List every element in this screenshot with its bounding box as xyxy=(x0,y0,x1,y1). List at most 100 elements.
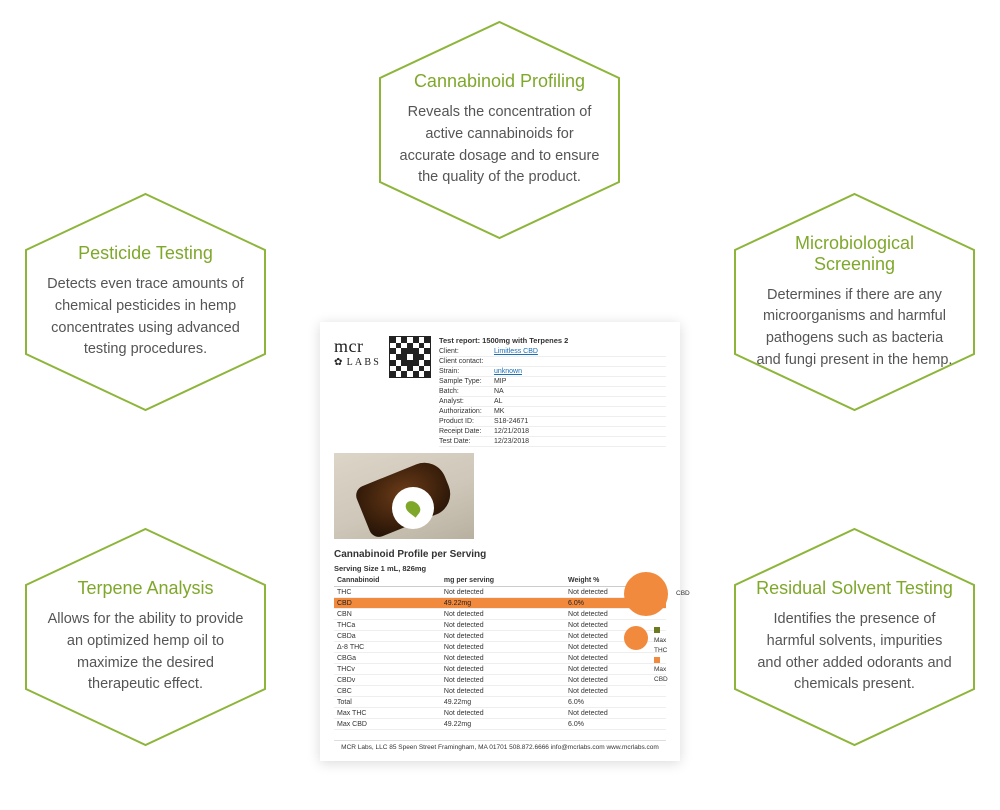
table-cell: Not detected xyxy=(441,631,565,642)
table-cell: Not detected xyxy=(565,664,666,675)
report-charts: CBD Max THCMax CBD xyxy=(624,572,668,650)
meta-key: Authorization: xyxy=(439,408,494,415)
hex-title: Residual Solvent Testing xyxy=(756,578,953,599)
table-row: CBD49.22mg6.0% xyxy=(334,598,666,609)
table-cell: THCa xyxy=(334,620,441,631)
cbd-pie-chart: CBD xyxy=(624,572,668,616)
meta-row: Authorization:MK xyxy=(439,407,666,417)
cannabinoid-table: Cannabinoidmg per servingWeight %THCNot … xyxy=(334,575,666,730)
table-cell: Not detected xyxy=(565,675,666,686)
table-row: Max CBD49.22mg6.0% xyxy=(334,719,666,730)
mcr-labs-logo: mcr ✿ LABS xyxy=(334,336,381,368)
table-cell: THC xyxy=(334,587,441,598)
table-cell: Not detected xyxy=(441,675,565,686)
hex-microbiological-screening: Microbiological Screening Determines if t… xyxy=(727,190,982,414)
meta-key: Batch: xyxy=(439,388,494,395)
table-cell: Not detected xyxy=(565,708,666,719)
lab-report-card: mcr ✿ LABS Test report: 1500mg with Terp… xyxy=(320,322,680,761)
table-cell: 49.22mg xyxy=(441,697,565,708)
table-cell: Not detected xyxy=(441,708,565,719)
meta-row: Receipt Date:12/21/2018 xyxy=(439,427,666,437)
flower-icon: ✿ xyxy=(334,357,345,368)
legend-swatch xyxy=(654,627,660,633)
meta-key: Analyst: xyxy=(439,398,494,405)
table-row: Total49.22mg6.0% xyxy=(334,697,666,708)
chart-legend: Max THC Max CBD xyxy=(654,626,668,685)
table-row: CBDvNot detectedNot detected xyxy=(334,675,666,686)
meta-row: Product ID:S18-24671 xyxy=(439,417,666,427)
table-cell: CBGa xyxy=(334,653,441,664)
meta-row: Analyst:AL xyxy=(439,397,666,407)
table-cell: 6.0% xyxy=(565,697,666,708)
table-row: CBCNot detectedNot detected xyxy=(334,686,666,697)
meta-row: Test Date:12/23/2018 xyxy=(439,437,666,447)
meta-value: MK xyxy=(494,408,666,415)
table-header: Cannabinoid xyxy=(334,575,441,587)
qr-code-icon xyxy=(389,336,431,378)
hex-description: Allows for the ability to provide an opt… xyxy=(44,609,247,696)
meta-value: unknown xyxy=(494,368,666,375)
table-row: CBDaNot detectedNot detected xyxy=(334,631,666,642)
legend-item: Max THC xyxy=(654,626,668,655)
meta-key: Strain: xyxy=(439,368,494,375)
meta-value: 12/21/2018 xyxy=(494,428,666,435)
table-cell: Not detected xyxy=(441,642,565,653)
report-footer: MCR Labs, LLC 85 Speen Street Framingham… xyxy=(334,740,666,751)
product-photo xyxy=(334,453,474,539)
hex-title: Terpene Analysis xyxy=(77,578,213,599)
table-cell: CBC xyxy=(334,686,441,697)
meta-key: Product ID: xyxy=(439,418,494,425)
meta-value xyxy=(494,358,666,365)
table-cell: Not detected xyxy=(441,609,565,620)
report-metadata: Client:Limitless CBDClient contact: Strai… xyxy=(439,347,666,447)
meta-key: Client contact: xyxy=(439,358,494,365)
table-cell: Max THC xyxy=(334,708,441,719)
table-row: THCNot detectedNot detected xyxy=(334,587,666,598)
serving-size: Serving Size 1 mL, 826mg xyxy=(334,564,666,573)
meta-value: NA xyxy=(494,388,666,395)
table-cell: Max CBD xyxy=(334,719,441,730)
table-cell: Not detected xyxy=(441,653,565,664)
meta-value: AL xyxy=(494,398,666,405)
hex-title: Microbiological Screening xyxy=(753,233,956,275)
meta-value: Limitless CBD xyxy=(494,348,666,355)
meta-row: Client contact: xyxy=(439,357,666,367)
table-cell: Not detected xyxy=(441,664,565,675)
meta-key: Sample Type: xyxy=(439,378,494,385)
table-cell: Not detected xyxy=(565,653,666,664)
meta-key: Test Date: xyxy=(439,438,494,445)
hex-description: Detects even trace amounts of chemical p… xyxy=(44,274,247,361)
table-row: CBNNot detectedNot detected xyxy=(334,609,666,620)
hex-pesticide-testing: Pesticide Testing Detects even trace amou… xyxy=(18,190,273,414)
table-row: THCvNot detectedNot detected xyxy=(334,664,666,675)
hex-description: Identifies the presence of harmful solve… xyxy=(753,609,956,696)
legend-label: Max CBD xyxy=(654,666,668,683)
table-cell: Δ-8 THC xyxy=(334,642,441,653)
table-cell: CBN xyxy=(334,609,441,620)
meta-value: MIP xyxy=(494,378,666,385)
hex-title: Pesticide Testing xyxy=(78,243,213,264)
table-row: Δ-8 THCNot detectedNot detected xyxy=(334,642,666,653)
hex-description: Reveals the concentration of active cann… xyxy=(398,102,601,189)
table-cell: Not detected xyxy=(441,686,565,697)
legend-swatch xyxy=(654,657,660,663)
hex-description: Determines if there are any microorganis… xyxy=(753,285,956,372)
hex-cannabinoid-profiling: Cannabinoid Profiling Reveals the concent… xyxy=(372,18,627,242)
table-cell: Not detected xyxy=(565,686,666,697)
meta-value: 12/23/2018 xyxy=(494,438,666,445)
logo-top: mcr xyxy=(334,336,381,357)
hex-terpene-analysis: Terpene Analysis Allows for the ability t… xyxy=(18,525,273,749)
cannabinoid-profile-heading: Cannabinoid Profile per Serving xyxy=(334,549,666,560)
table-cell: 6.0% xyxy=(565,719,666,730)
table-cell: CBDa xyxy=(334,631,441,642)
table-header: mg per serving xyxy=(441,575,565,587)
meta-row: Sample Type:MIP xyxy=(439,377,666,387)
table-cell: THCv xyxy=(334,664,441,675)
meta-row: Client:Limitless CBD xyxy=(439,347,666,357)
table-cell: Total xyxy=(334,697,441,708)
meta-row: Strain:unknown xyxy=(439,367,666,377)
table-cell: 49.22mg xyxy=(441,598,565,609)
logo-bottom: ✿ LABS xyxy=(334,357,381,368)
hex-residual-solvent-testing: Residual Solvent Testing Identifies the p… xyxy=(727,525,982,749)
hex-title: Cannabinoid Profiling xyxy=(414,71,585,92)
